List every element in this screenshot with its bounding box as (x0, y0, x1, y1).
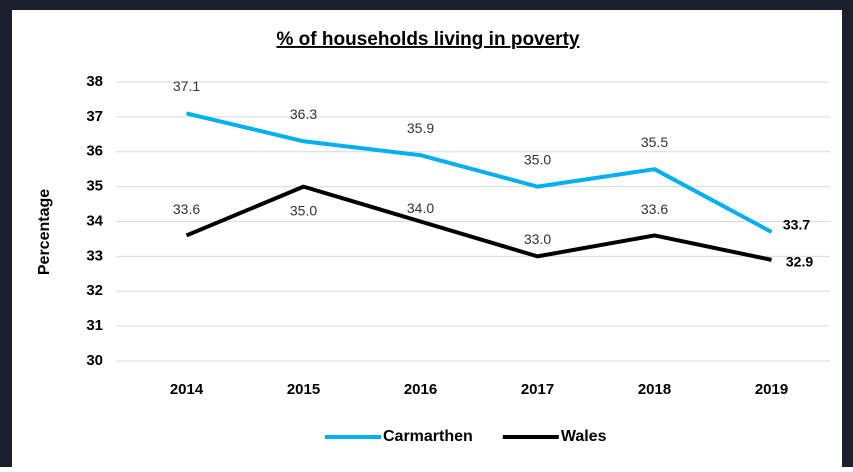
data-label: 35.0 (524, 151, 551, 167)
series-line (185, 184, 772, 262)
y-tick-label: 31 (86, 317, 103, 334)
data-label: 35.0 (290, 202, 317, 218)
y-tick-label: 37 (86, 108, 103, 125)
data-label: 34.0 (407, 200, 434, 216)
x-tick-label: 2019 (755, 381, 788, 398)
y-tick-label: 35 (86, 178, 103, 195)
y-tick-label: 33 (86, 247, 103, 264)
data-label: 33.6 (641, 201, 668, 217)
x-tick-label: 2018 (638, 381, 671, 398)
data-label: 37.1 (173, 78, 200, 94)
y-axis-label: Percentage (36, 189, 53, 275)
data-label: 35.9 (407, 120, 434, 136)
data-label: 36.3 (290, 106, 317, 122)
series-line (186, 111, 773, 234)
data-label: 33.0 (524, 231, 551, 247)
legend-label: Wales (561, 428, 607, 445)
y-tick-label: 30 (86, 352, 103, 369)
data-label: 32.9 (786, 254, 813, 270)
y-tick-label: 32 (86, 282, 103, 299)
x-tick-label: 2014 (170, 381, 204, 398)
legend-label: Carmarthen (383, 428, 473, 445)
chart-title: % of households living in poverty (277, 29, 580, 50)
data-label: 33.6 (173, 201, 200, 217)
x-tick-label: 2016 (404, 381, 437, 398)
y-tick-label: 38 (86, 73, 103, 90)
y-tick-label: 36 (86, 143, 103, 160)
y-tick-label: 34 (86, 212, 103, 229)
x-tick-label: 2017 (521, 381, 554, 398)
x-tick-label: 2015 (287, 381, 320, 398)
data-label: 33.7 (783, 217, 810, 233)
chart-area (12, 10, 842, 467)
data-label: 35.5 (641, 134, 668, 150)
